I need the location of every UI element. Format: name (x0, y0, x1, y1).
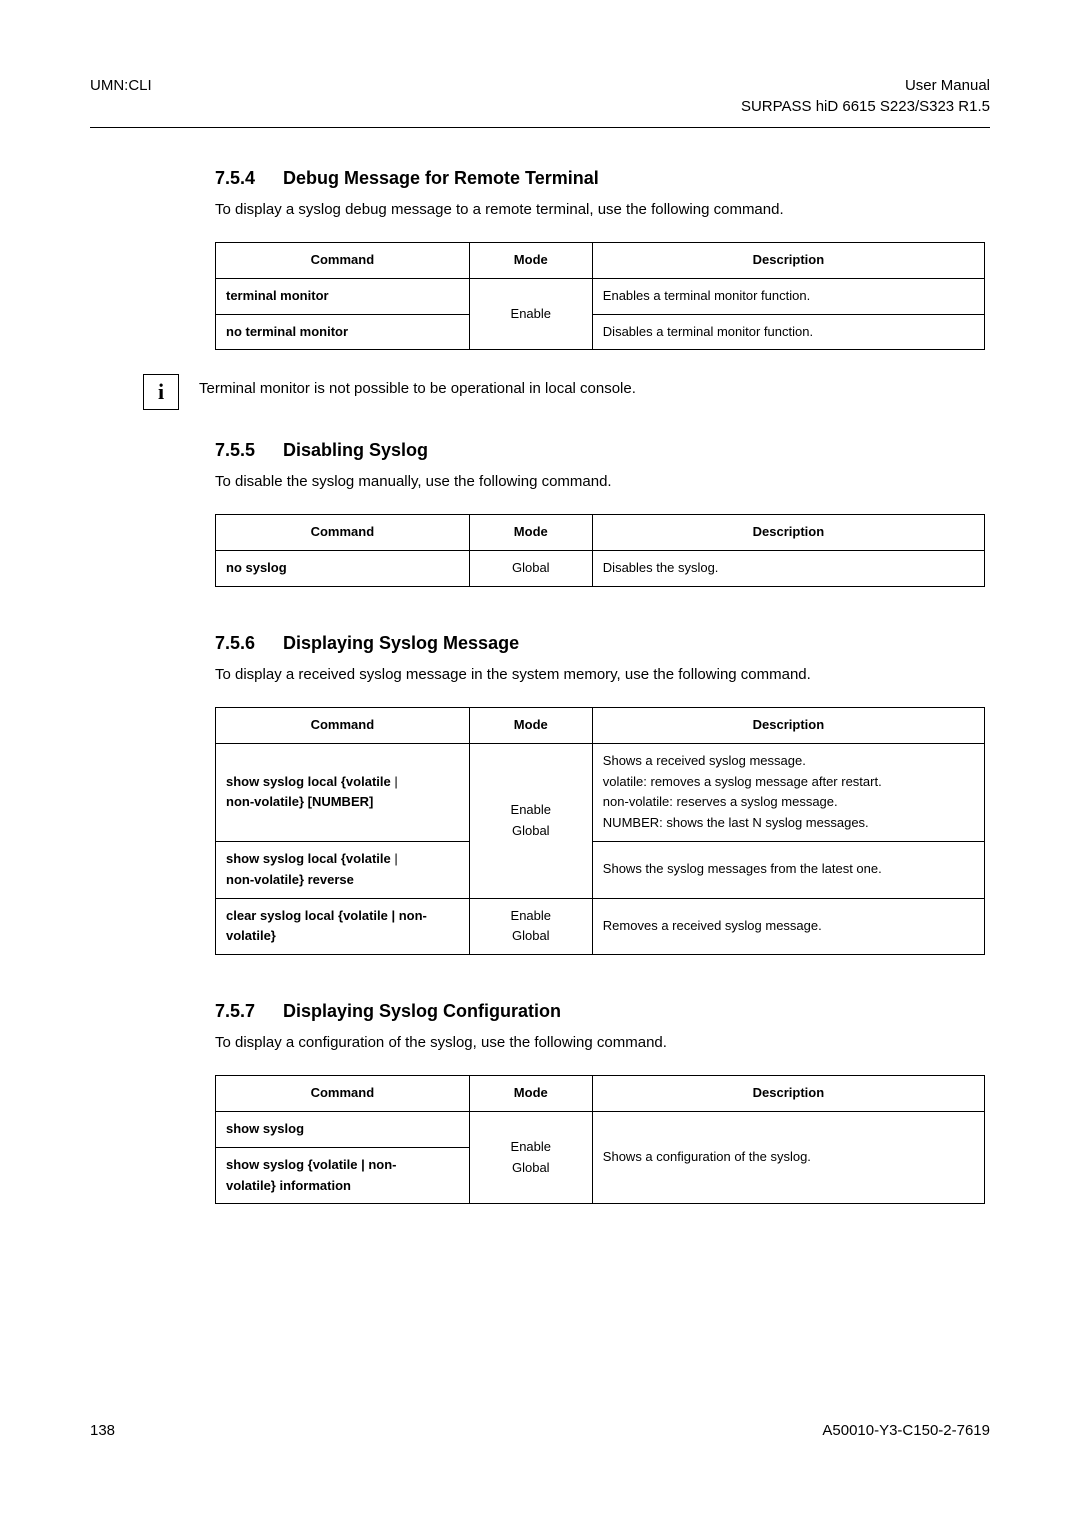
cmd-line: show syslog local {volatile (226, 851, 391, 866)
mode-line: Global (512, 1160, 550, 1175)
section-heading-756: 7.5.6 Displaying Syslog Message (215, 633, 985, 654)
section-title: Disabling Syslog (283, 440, 428, 461)
td-command: no terminal monitor (216, 314, 470, 350)
table-row: no terminal monitor Disables a terminal … (216, 314, 985, 350)
table-row: no syslog Global Disables the syslog. (216, 551, 985, 587)
header-left: UMN:CLI (90, 75, 152, 117)
td-description: Shows a received syslog message. volatil… (592, 743, 984, 841)
td-mode: Enable (469, 278, 592, 350)
th-description: Description (592, 1076, 984, 1112)
td-mode: Global (469, 551, 592, 587)
td-command: terminal monitor (216, 278, 470, 314)
table-row: show syslog local {volatile | non-volati… (216, 841, 985, 898)
th-command: Command (216, 243, 470, 279)
info-note: i Terminal monitor is not possible to be… (143, 378, 985, 410)
th-mode: Mode (469, 707, 592, 743)
desc-line: volatile: removes a syslog message after… (603, 774, 882, 789)
section-text: To disable the syslog manually, use the … (215, 471, 985, 492)
table-757: Command Mode Description show syslog Ena… (215, 1075, 985, 1204)
table-row: clear syslog local {volatile | non- vola… (216, 898, 985, 955)
table-header-row: Command Mode Description (216, 1076, 985, 1112)
table-header-row: Command Mode Description (216, 707, 985, 743)
desc-line: Shows a received syslog message. (603, 753, 806, 768)
table-row: show syslog local {volatile | non-volati… (216, 743, 985, 841)
page-header: UMN:CLI User Manual SURPASS hiD 6615 S22… (90, 75, 990, 117)
td-description: Enables a terminal monitor function. (592, 278, 984, 314)
section-text: To display a syslog debug message to a r… (215, 199, 985, 220)
mode-line: Enable (511, 1139, 551, 1154)
table-header-row: Command Mode Description (216, 243, 985, 279)
th-mode: Mode (469, 1076, 592, 1112)
section-number: 7.5.4 (215, 168, 283, 189)
section-number: 7.5.6 (215, 633, 283, 654)
footer-page-number: 138 (90, 1422, 115, 1439)
td-command: clear syslog local {volatile | non- vola… (216, 898, 470, 955)
td-command: show syslog local {volatile | non-volati… (216, 743, 470, 841)
header-divider (90, 127, 990, 128)
td-description: Shows the syslog messages from the lates… (592, 841, 984, 898)
section-heading-754: 7.5.4 Debug Message for Remote Terminal (215, 168, 985, 189)
section-number: 7.5.7 (215, 1001, 283, 1022)
td-description: Shows a configuration of the syslog. (592, 1111, 984, 1203)
table-row: show syslog Enable Global Shows a config… (216, 1111, 985, 1147)
th-command: Command (216, 1076, 470, 1112)
section-number: 7.5.5 (215, 440, 283, 461)
th-mode: Mode (469, 243, 592, 279)
section-title: Displaying Syslog Configuration (283, 1001, 561, 1022)
table-755: Command Mode Description no syslog Globa… (215, 514, 985, 587)
header-right: User Manual SURPASS hiD 6615 S223/S323 R… (741, 75, 990, 117)
th-description: Description (592, 243, 984, 279)
cmd-line: non-volatile} [NUMBER] (226, 794, 373, 809)
mode-line: Enable (511, 802, 551, 817)
section-title: Debug Message for Remote Terminal (283, 168, 599, 189)
desc-line: non-volatile: reserves a syslog message. (603, 794, 838, 809)
pipe: | (391, 774, 398, 789)
td-command: no syslog (216, 551, 470, 587)
th-command: Command (216, 707, 470, 743)
table-row: terminal monitor Enable Enables a termin… (216, 278, 985, 314)
th-mode: Mode (469, 515, 592, 551)
th-description: Description (592, 515, 984, 551)
cmd-line: show syslog {volatile | non- (226, 1157, 397, 1172)
td-description: Disables a terminal monitor function. (592, 314, 984, 350)
header-right-2: SURPASS hiD 6615 S223/S323 R1.5 (741, 96, 990, 117)
th-description: Description (592, 707, 984, 743)
section-title: Displaying Syslog Message (283, 633, 519, 654)
mode-line: Enable (511, 908, 551, 923)
table-header-row: Command Mode Description (216, 515, 985, 551)
section-heading-755: 7.5.5 Disabling Syslog (215, 440, 985, 461)
section-text: To display a configuration of the syslog… (215, 1032, 985, 1053)
td-command: show syslog (216, 1111, 470, 1147)
section-text: To display a received syslog message in … (215, 664, 985, 685)
info-text: Terminal monitor is not possible to be o… (199, 378, 636, 397)
info-icon: i (143, 374, 179, 410)
mode-line: Global (512, 928, 550, 943)
td-description: Removes a received syslog message. (592, 898, 984, 955)
desc-line: NUMBER: shows the last N syslog messages… (603, 815, 869, 830)
pipe: | (391, 851, 398, 866)
td-mode: Enable Global (469, 898, 592, 955)
header-right-1: User Manual (741, 75, 990, 96)
td-command: show syslog {volatile | non- volatile} i… (216, 1147, 470, 1204)
cmd-line: volatile} information (226, 1178, 351, 1193)
page-footer: 138 A50010-Y3-C150-2-7619 (90, 1422, 990, 1439)
table-756: Command Mode Description show syslog loc… (215, 707, 985, 955)
section-heading-757: 7.5.7 Displaying Syslog Configuration (215, 1001, 985, 1022)
td-description: Disables the syslog. (592, 551, 984, 587)
cmd-line: non-volatile} reverse (226, 872, 354, 887)
table-754: Command Mode Description terminal monito… (215, 242, 985, 350)
td-mode: Enable Global (469, 1111, 592, 1203)
td-mode: Enable Global (469, 743, 592, 898)
cmd-line: volatile} (226, 928, 276, 943)
footer-doc-id: A50010-Y3-C150-2-7619 (822, 1422, 990, 1439)
mode-line: Global (512, 823, 550, 838)
td-command: show syslog local {volatile | non-volati… (216, 841, 470, 898)
cmd-line: show syslog local {volatile (226, 774, 391, 789)
th-command: Command (216, 515, 470, 551)
cmd-line: clear syslog local {volatile | non- (226, 908, 427, 923)
